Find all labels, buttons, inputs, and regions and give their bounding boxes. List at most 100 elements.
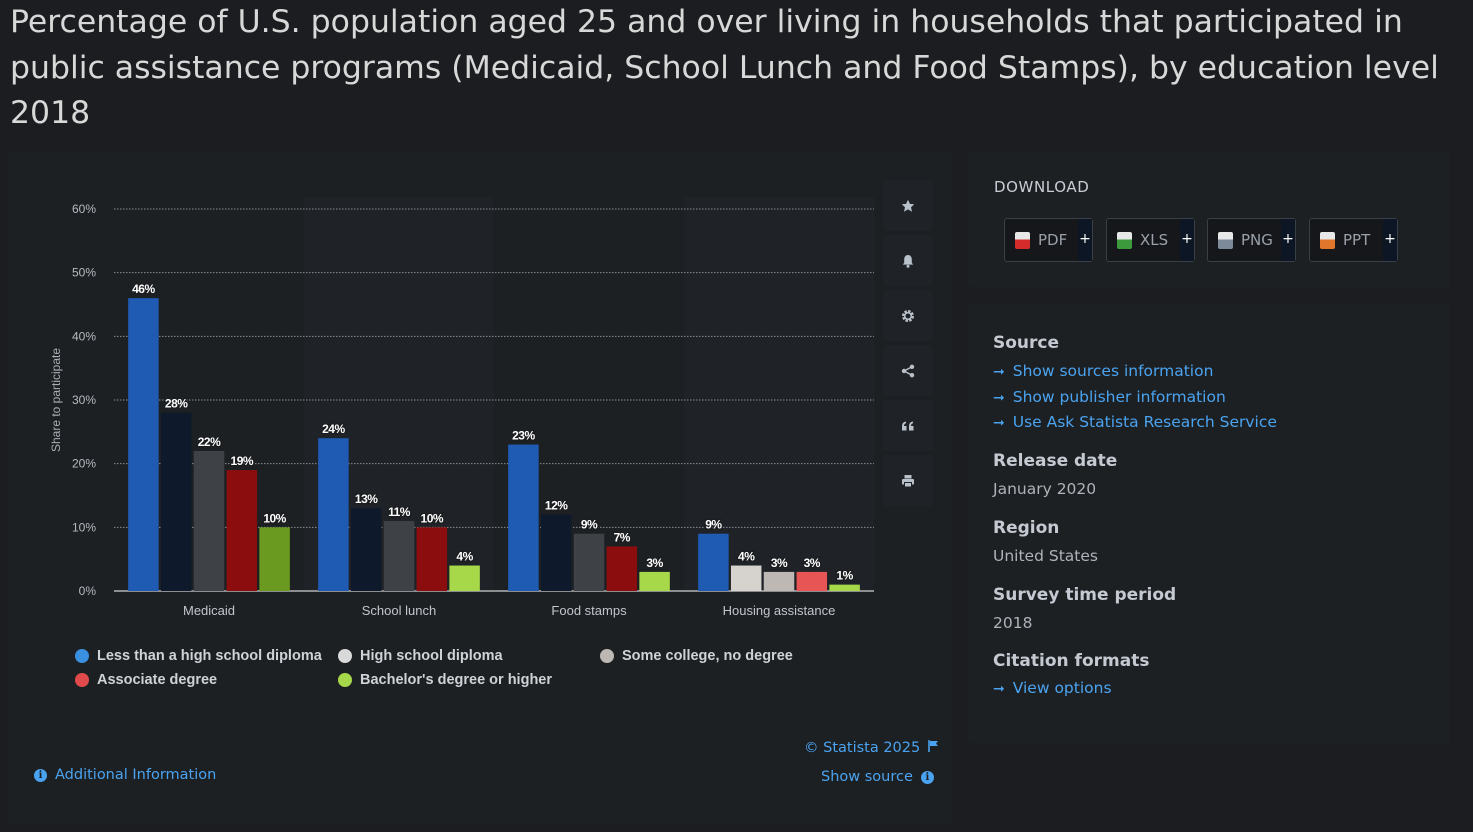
settings-button[interactable] xyxy=(883,290,933,341)
data-label: 9% xyxy=(581,518,598,532)
data-label: 7% xyxy=(614,530,631,544)
bar xyxy=(508,444,539,591)
data-label: 23% xyxy=(512,429,535,443)
bar xyxy=(573,533,605,591)
release-date-value: January 2020 xyxy=(993,480,1097,498)
data-label: 3% xyxy=(771,556,788,570)
bar xyxy=(796,571,828,591)
bar xyxy=(259,527,290,591)
arrow-right-icon: ➞ xyxy=(993,415,1005,431)
legend-item[interactable]: Bachelor's degree or higher xyxy=(338,672,552,688)
category-band xyxy=(684,197,874,591)
legend-item[interactable]: Associate degree xyxy=(75,672,217,688)
y-tick-label: 40% xyxy=(72,329,96,343)
y-tick-label: 20% xyxy=(72,457,96,471)
download-xls-button[interactable]: XLS + xyxy=(1106,218,1195,262)
favorite-button[interactable] xyxy=(883,180,933,231)
research-service-link[interactable]: ➞ Use Ask Statista Research Service xyxy=(993,413,1277,431)
bar xyxy=(540,514,572,591)
download-ppt-button[interactable]: PPT + xyxy=(1309,218,1398,262)
additional-information-text: Additional Information xyxy=(55,767,217,783)
survey-period-heading: Survey time period xyxy=(993,585,1177,605)
data-label: 10% xyxy=(263,511,286,525)
data-label: 19% xyxy=(231,454,254,468)
y-tick-label: 60% xyxy=(72,202,96,216)
plus-icon[interactable]: + xyxy=(1078,219,1092,261)
arrow-right-icon: ➞ xyxy=(993,390,1005,406)
legend-item[interactable]: High school diploma xyxy=(338,648,503,664)
data-label: 46% xyxy=(132,282,155,296)
statistic-info-panel: Source ➞ Show sources information ➞ Show p… xyxy=(968,303,1450,743)
star-icon xyxy=(901,199,915,212)
bell-icon xyxy=(902,254,914,268)
download-png-button[interactable]: PNG + xyxy=(1207,218,1296,262)
show-publisher-text: Show publisher information xyxy=(1012,388,1226,406)
data-label: 22% xyxy=(198,435,221,449)
data-label: 3% xyxy=(646,556,663,570)
download-heading: DOWNLOAD xyxy=(994,178,1090,196)
bar xyxy=(160,412,192,591)
download-pdf-label: PDF xyxy=(1038,231,1068,249)
data-label: 13% xyxy=(355,492,378,506)
plus-icon[interactable]: + xyxy=(1281,219,1295,261)
citation-formats-heading: Citation formats xyxy=(993,651,1150,671)
page-title: Percentage of U.S. population aged 25 an… xyxy=(10,4,1439,131)
bar xyxy=(383,520,415,591)
show-source-link[interactable]: Show source i xyxy=(821,769,934,785)
copyright-link[interactable]: © Statista 2025 xyxy=(804,740,939,756)
x-tick-label: School lunch xyxy=(362,603,436,618)
legend-item[interactable]: Some college, no degree xyxy=(600,648,793,664)
data-label: 3% xyxy=(804,556,821,570)
x-tick-label: Housing assistance xyxy=(723,603,836,618)
show-source-text: Show source xyxy=(821,769,913,785)
ppt-file-icon xyxy=(1320,231,1335,249)
survey-period-value: 2018 xyxy=(993,614,1033,632)
arrow-right-icon: ➞ xyxy=(993,364,1005,380)
legend-swatch xyxy=(75,673,89,687)
release-date-heading: Release date xyxy=(993,451,1118,471)
bar xyxy=(449,565,480,591)
data-label: 4% xyxy=(738,550,755,564)
bar xyxy=(226,470,258,591)
xls-file-icon xyxy=(1117,231,1132,249)
plus-icon[interactable]: + xyxy=(1383,219,1397,261)
data-label: 24% xyxy=(322,422,345,436)
bar xyxy=(639,571,670,591)
bar-chart: 0% 10% 20% 30% 40% 50% 60% Share to participate… xyxy=(49,197,874,618)
download-pdf-button[interactable]: PDF + xyxy=(1004,218,1093,262)
source-heading: Source xyxy=(993,333,1060,353)
legend-swatch xyxy=(75,649,89,663)
additional-information-link[interactable]: i Additional Information xyxy=(34,767,216,783)
bar xyxy=(193,450,225,591)
bar xyxy=(698,533,729,591)
bar xyxy=(128,298,159,591)
info-icon: i xyxy=(920,770,934,784)
legend-item[interactable]: Less than a high school diploma xyxy=(75,648,322,664)
download-png-label: PNG xyxy=(1241,231,1273,249)
bar xyxy=(318,438,349,591)
view-options-link[interactable]: ➞ View options xyxy=(993,679,1112,697)
legend-label: Some college, no degree xyxy=(622,648,793,664)
show-publisher-link[interactable]: ➞ Show publisher information xyxy=(993,388,1226,406)
show-sources-link[interactable]: ➞ Show sources information xyxy=(993,362,1213,380)
share-button[interactable] xyxy=(883,345,933,396)
show-sources-text: Show sources information xyxy=(1012,362,1214,380)
gear-icon xyxy=(902,309,914,322)
region-value: United States xyxy=(993,547,1098,565)
legend-label: Less than a high school diploma xyxy=(97,648,322,664)
y-axis-label: Share to participate xyxy=(49,348,63,452)
data-label: 28% xyxy=(165,397,188,411)
research-service-text: Use Ask Statista Research Service xyxy=(1012,413,1277,431)
cite-button[interactable] xyxy=(883,400,933,451)
bar xyxy=(829,584,860,591)
bar xyxy=(763,571,795,591)
share-icon xyxy=(901,364,915,377)
data-label: 9% xyxy=(705,518,722,532)
plus-icon[interactable]: + xyxy=(1180,219,1194,261)
notification-button[interactable] xyxy=(883,235,933,286)
copyright-text: © Statista 2025 xyxy=(804,740,921,756)
chart-panel: 0% 10% 20% 30% 40% 50% 60% Share to participate… xyxy=(8,152,952,824)
print-button[interactable] xyxy=(883,455,933,506)
y-tick-label: 10% xyxy=(72,520,96,534)
bar xyxy=(350,508,382,591)
